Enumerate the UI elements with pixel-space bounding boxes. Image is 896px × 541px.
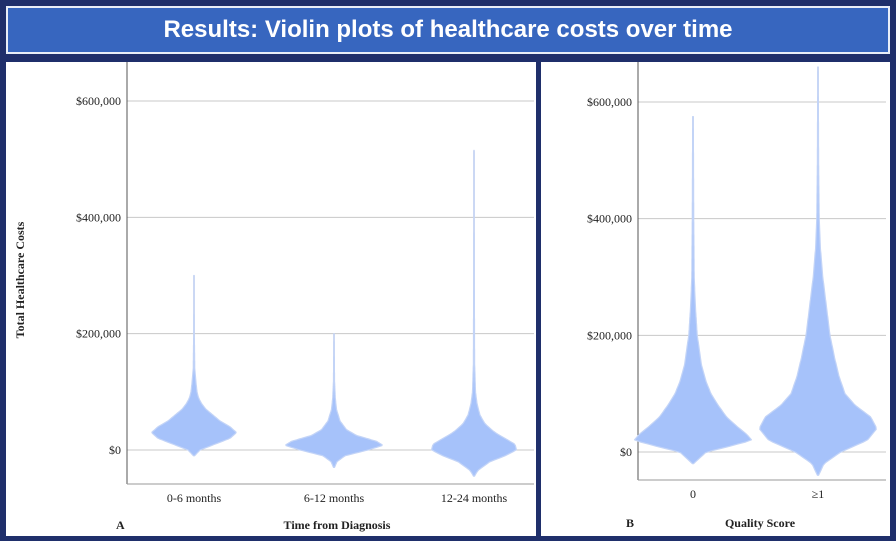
slide-title: Results: Violin plots of healthcare cost… [163, 16, 733, 43]
title-bar: Results: Violin plots of healthcare cost… [6, 6, 890, 54]
panel-label: B [626, 516, 634, 530]
y-tick-label: $200,000 [587, 328, 632, 342]
violin-6-12-months [285, 333, 383, 468]
violin-12-24-months [431, 149, 517, 477]
violin-chart-a: $0 $200,000 $400,000 $600,000 0-6 months 6-12… [13, 62, 534, 532]
x-tick-label: 0-6 months [167, 491, 222, 505]
violin-0 [634, 116, 752, 465]
violin-chart-b: $0 $200,000 $400,000 $600,000 0 ≥1 B Quality Sc… [587, 62, 886, 530]
y-tick-label: $400,000 [76, 210, 121, 224]
x-tick-label: 0 [690, 487, 696, 501]
y-tick-label: $0 [620, 445, 632, 459]
y-tick-label: $600,000 [76, 94, 121, 108]
y-axis-title: Total Healthcare Costs [13, 221, 27, 338]
violin--1 [759, 66, 877, 476]
panel-label: A [116, 518, 125, 532]
x-tick-label: 12-24 months [441, 491, 508, 505]
chart-panel-b: $0 $200,000 $400,000 $600,000 0 ≥1 B Quality Sc… [541, 62, 890, 536]
violin-0-6-months [151, 274, 237, 457]
y-tick-label: $600,000 [587, 95, 632, 109]
chart-panel-a: $0 $200,000 $400,000 $600,000 0-6 months 6-12… [6, 62, 536, 536]
y-tick-label: $0 [109, 443, 121, 457]
x-axis-title: Time from Diagnosis [284, 518, 391, 532]
y-tick-label: $200,000 [76, 327, 121, 341]
x-tick-label: ≥1 [812, 487, 825, 501]
y-tick-label: $400,000 [587, 212, 632, 226]
x-axis-title: Quality Score [725, 516, 796, 530]
x-tick-label: 6-12 months [304, 491, 365, 505]
